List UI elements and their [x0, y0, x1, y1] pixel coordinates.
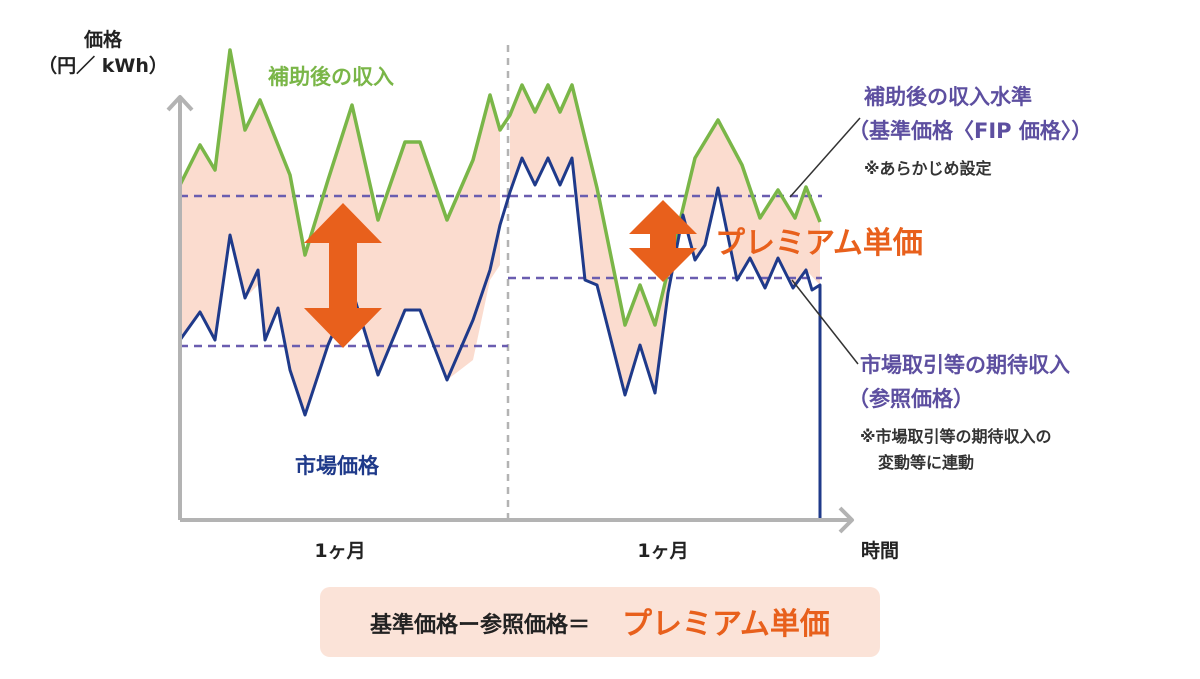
premium-arrow-period-2	[629, 200, 697, 282]
y-axis-title-line2: （円／ kWh）	[38, 54, 168, 77]
period-label-1: 1ヶ月	[314, 540, 365, 562]
market-price-line	[178, 156, 822, 518]
base-callout-line2: （基準価格〈FIP 価格〉）	[848, 119, 1092, 143]
base-callout-line1: 補助後の収入水準	[863, 85, 1032, 109]
base-callout-leader	[789, 117, 861, 198]
premium-area-period-2	[510, 85, 820, 395]
supported-revenue-label: 補助後の収入	[267, 65, 394, 89]
premium-arrow-period-1	[304, 203, 382, 348]
formula-premium: プレミアム単価	[622, 607, 830, 642]
period-label-2: 1ヶ月	[637, 540, 688, 562]
reference-callout-note-line2: 変動等に連動	[878, 453, 974, 472]
formula-box: 基準価格ー参照価格＝ プレミアム単価	[320, 587, 880, 657]
reference-callout-line2: （参照価格）	[848, 387, 974, 411]
market-price-label: 市場価格	[295, 454, 380, 478]
reference-callout-leader	[791, 279, 859, 365]
x-axis-arrowhead	[838, 506, 854, 534]
supported-revenue-line	[178, 48, 822, 327]
base-callout-note: ※あらかじめ設定	[864, 159, 992, 178]
reference-callout-note-line1: ※市場取引等の期待収入の	[860, 427, 1052, 446]
x-axis-title: 時間	[861, 540, 899, 562]
y-axis-title-line1: 価格	[83, 28, 123, 51]
y-axis-arrowhead	[166, 95, 194, 112]
reference-callout-line1: 市場取引等の期待収入	[860, 353, 1070, 377]
axes	[166, 95, 854, 534]
premium-label: プレミアム単価	[715, 226, 923, 261]
formula-text: 基準価格ー参照価格＝	[370, 612, 590, 638]
